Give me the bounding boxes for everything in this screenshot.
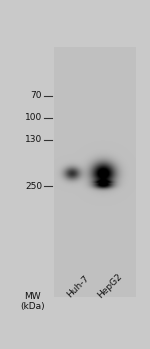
Text: 250: 250 <box>25 182 42 191</box>
Text: MW
(kDa): MW (kDa) <box>20 292 45 311</box>
Text: Huh-7: Huh-7 <box>65 274 91 300</box>
Text: 100: 100 <box>25 113 42 122</box>
Text: 70: 70 <box>30 91 42 100</box>
Text: 130: 130 <box>25 135 42 144</box>
FancyBboxPatch shape <box>54 47 135 297</box>
Text: C3: C3 <box>0 348 1 349</box>
Text: HepG2: HepG2 <box>96 272 124 300</box>
